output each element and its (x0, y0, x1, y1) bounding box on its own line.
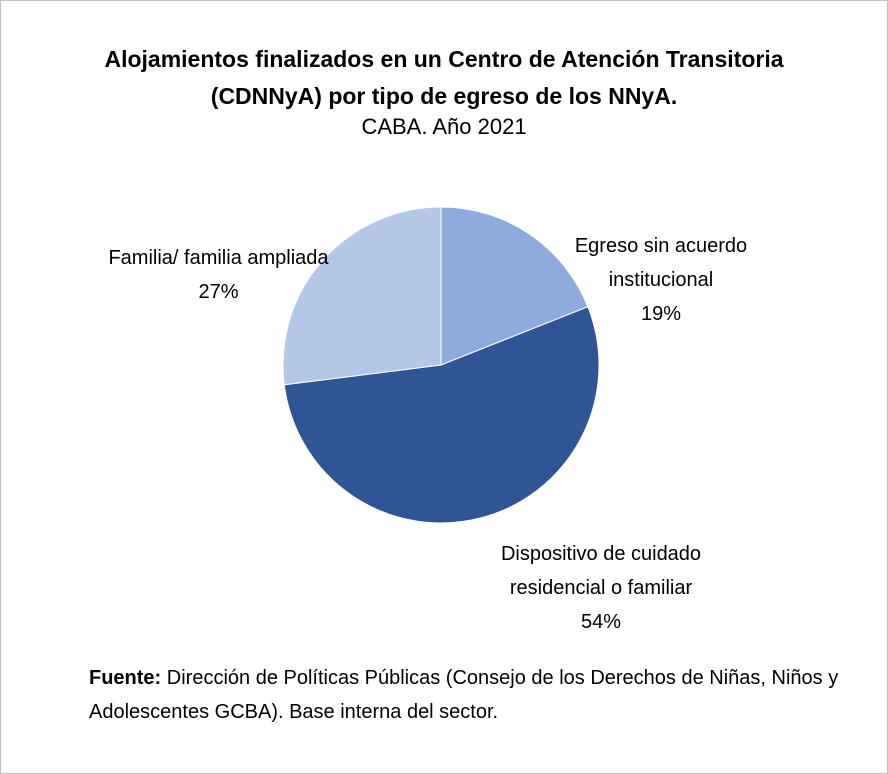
pie-slice (282, 206, 442, 386)
chart-title: Alojamientos finalizados en un Centro de… (104, 46, 784, 109)
pie-slice (283, 306, 600, 524)
category-label: Egreso sin acuerdo institucional (574, 235, 748, 291)
pie-slice (440, 206, 589, 366)
source-label: Fuente: (89, 667, 162, 689)
category-label: Familia/ familia ampliada (108, 247, 329, 269)
source-text: Dirección de Políticas Públicas (Consejo… (89, 667, 839, 723)
slice-label: Familia/ familia ampliada 27% (101, 241, 336, 309)
value-label: 27% (198, 281, 239, 303)
value-label: 19% (640, 303, 682, 325)
slice-label: Dispositivo de cuidado residencial o fam… (451, 537, 751, 639)
category-label: Dispositivo de cuidado residencial o fam… (500, 543, 702, 599)
slice-label: Egreso sin acuerdo institucional 19% (541, 229, 781, 331)
value-label: 54% (580, 611, 622, 633)
source: Fuente: Dirección de Políticas Públicas … (89, 661, 849, 729)
chart-subtitle: CABA. Año 2021 (361, 114, 527, 139)
